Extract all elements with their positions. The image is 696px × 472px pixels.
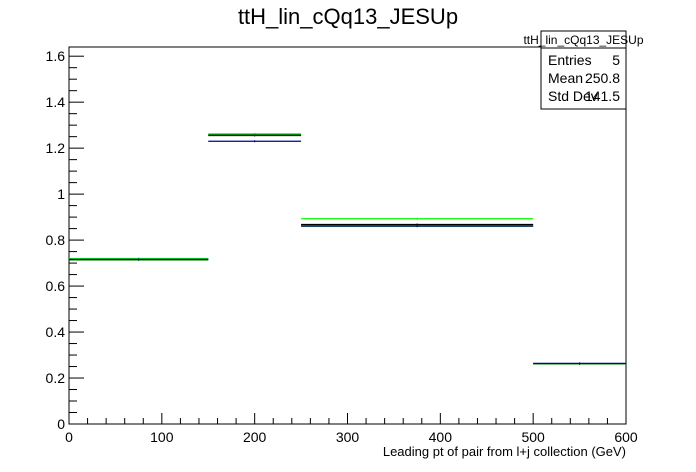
y-tick-label: 1	[57, 186, 65, 202]
y-tick-label: 0	[57, 416, 65, 432]
x-tick-label: 200	[243, 429, 267, 445]
y-tick-label: 1.6	[46, 48, 66, 64]
x-tick-label: 600	[614, 429, 638, 445]
x-tick-label: 500	[521, 429, 545, 445]
x-axis-label: Leading pt of pair from l+j collection (…	[383, 444, 626, 459]
stats-entries-label: Entries	[548, 52, 592, 68]
y-tick-label: 0.4	[46, 324, 66, 340]
y-tick-label: 0.8	[46, 232, 66, 248]
stats-stddev-label: Std Dev	[548, 88, 598, 104]
histogram-series-3	[69, 140, 626, 365]
x-tick-label: 0	[65, 429, 73, 445]
stats-box-frame	[540, 30, 627, 110]
y-tick-label: 1.4	[46, 94, 66, 110]
stats-mean-value: 250.8	[585, 70, 620, 86]
chart-title: ttH_lin_cQq13_JESUp	[238, 4, 458, 29]
x-tick-label: 100	[150, 429, 174, 445]
stats-box-title: ttH_lin_cQq13_JESUp	[523, 33, 643, 47]
stats-stddev-value: 141.5	[585, 88, 620, 104]
stats-entries-value: 5	[612, 52, 620, 68]
plot-frame	[68, 46, 627, 425]
y-axis: 0 0.2 0.4 0.6 0.8 1 1.2 1.4 1.6	[46, 48, 84, 432]
x-tick-label: 300	[336, 429, 360, 445]
y-tick-label: 1.2	[46, 140, 66, 156]
stats-box: ttH_lin_cQq13_JESUp Entries 5 Mean 250.8…	[523, 30, 644, 110]
x-tick-label: 400	[429, 429, 453, 445]
y-tick-label: 0.2	[46, 370, 66, 386]
y-tick-label: 0.6	[46, 278, 66, 294]
x-axis: 0 100 200 300 400 500 600	[65, 413, 638, 445]
histogram-series	[69, 132, 626, 365]
stats-mean-label: Mean	[548, 70, 583, 86]
